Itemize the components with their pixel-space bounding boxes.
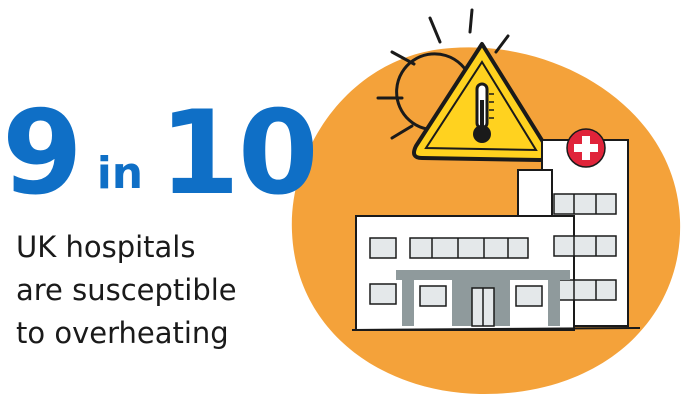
warning-thermometer-icon	[412, 42, 551, 162]
stat-headline: 9 in 10	[2, 86, 319, 221]
stat-denominator: 10	[159, 86, 318, 221]
hospital-icon	[351, 139, 641, 331]
caption: UK hospitals are susceptible to overheat…	[16, 226, 237, 355]
medical-cross-icon	[566, 128, 606, 168]
caption-line-3: to overheating	[16, 316, 229, 350]
stat-connector: in	[96, 148, 144, 199]
caption-line-1: UK hospitals	[16, 230, 196, 264]
caption-line-2: are susceptible	[16, 273, 237, 307]
stat-numerator: 9	[2, 86, 83, 221]
